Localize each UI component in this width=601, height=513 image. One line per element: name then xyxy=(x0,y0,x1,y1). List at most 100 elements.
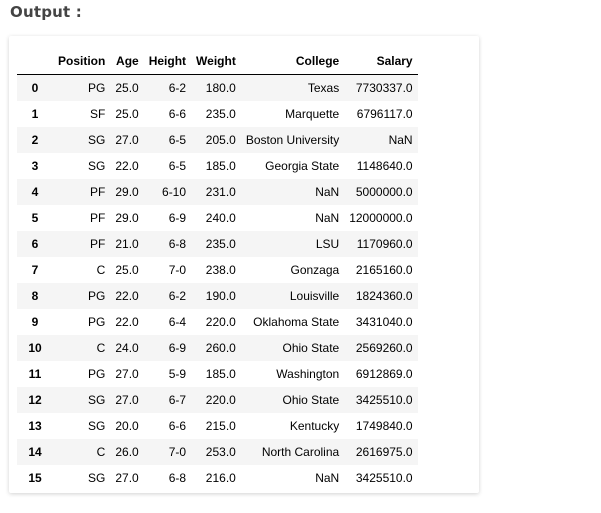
cell-position: PF xyxy=(90,211,106,225)
cell-salary: 1824360.0 xyxy=(355,289,413,303)
cell-weight: 185.0 xyxy=(205,159,236,173)
cell-position: PG xyxy=(88,289,106,303)
row-index-cell: 0 xyxy=(31,81,39,95)
cell-weight: 260.0 xyxy=(205,341,236,355)
cell-height: 6-5 xyxy=(168,159,187,173)
cell-salary: 5000000.0 xyxy=(355,185,413,199)
cell-salary: 2616975.0 xyxy=(355,445,413,459)
table-header: Position Age Height Weight College Salary xyxy=(17,48,418,75)
cell-position: PG xyxy=(88,81,106,95)
row-index-cell: 13 xyxy=(28,419,42,433)
table-row: 2 SG 27.0 6-5 205.0 Boston University NaN xyxy=(17,127,418,153)
cell-weight: 215.0 xyxy=(205,419,236,433)
cell-age: 27.0 xyxy=(115,471,139,485)
cell-position: C xyxy=(96,445,106,459)
cell-salary: 2165160.0 xyxy=(355,263,413,277)
cell-age: 29.0 xyxy=(115,185,139,199)
cell-college: Texas xyxy=(307,81,340,95)
cell-salary: 1749840.0 xyxy=(355,419,413,433)
cell-position: PG xyxy=(88,315,106,329)
row-index-cell: 5 xyxy=(31,211,39,225)
cell-salary: 2569260.0 xyxy=(355,341,413,355)
cell-age: 22.0 xyxy=(115,159,139,173)
cell-college: Kentucky xyxy=(289,419,340,433)
cell-salary: NaN xyxy=(388,133,413,147)
row-index-cell: 10 xyxy=(28,341,42,355)
row-index-cell: 1 xyxy=(31,107,39,121)
cell-height: 6-4 xyxy=(168,315,187,329)
header-row: Position Age Height Weight College Salary xyxy=(17,48,418,75)
cell-height: 5-9 xyxy=(168,367,187,381)
table-row: 3 SG 22.0 6-5 185.0 Georgia State 1148640.0 xyxy=(17,153,418,179)
column-header-height: Height xyxy=(143,48,192,75)
cell-position: SG xyxy=(88,133,106,147)
cell-salary: 6796117.0 xyxy=(356,107,413,121)
cell-height: 6-8 xyxy=(168,237,187,251)
cell-weight: 235.0 xyxy=(205,237,236,251)
cell-height: 7-0 xyxy=(168,263,187,277)
cell-age: 25.0 xyxy=(115,263,139,277)
cell-height: 6-9 xyxy=(168,341,187,355)
table-body: 0 PG 25.0 6-2 180.0 Texas 7730337.0 1 SF 25.0 6-6 2… xyxy=(17,74,418,492)
cell-height: 6-2 xyxy=(168,81,187,95)
table-row: 6 PF 21.0 6-8 235.0 LSU 1170960.0 xyxy=(17,231,418,257)
dataframe-table: Position Age Height Weight College Salary 0 PG… xyxy=(17,48,418,491)
cell-position: PF xyxy=(90,185,106,199)
cell-salary: 1170960.0 xyxy=(356,237,413,251)
column-header-age: Age xyxy=(110,48,144,75)
table-row: 1 SF 25.0 6-6 235.0 Marquette 6796117.0 xyxy=(17,101,418,127)
column-header-salary: Salary xyxy=(344,48,418,75)
cell-weight: 205.0 xyxy=(205,133,236,147)
table-row: 13 SG 20.0 6-6 215.0 Kentucky 1749840.0 xyxy=(17,413,418,439)
cell-age: 21.0 xyxy=(115,237,139,251)
cell-height: 6-8 xyxy=(168,471,187,485)
cell-salary: 3431040.0 xyxy=(355,315,413,329)
cell-salary: 1148640.0 xyxy=(356,159,413,173)
cell-height: 6-6 xyxy=(168,107,187,121)
cell-weight: 220.0 xyxy=(205,315,236,329)
cell-position: SG xyxy=(88,159,106,173)
cell-age: 22.0 xyxy=(115,289,139,303)
cell-position: PG xyxy=(88,367,106,381)
cell-college: Boston University xyxy=(245,133,340,147)
cell-college: North Carolina xyxy=(261,445,340,459)
cell-weight: 235.0 xyxy=(205,107,236,121)
cell-height: 6-2 xyxy=(168,289,187,303)
column-header-index xyxy=(17,48,53,75)
row-index-cell: 7 xyxy=(31,263,39,277)
table-row: 5 PF 29.0 6-9 240.0 NaN 12000000.0 xyxy=(17,205,418,231)
cell-age: 26.0 xyxy=(115,445,139,459)
cell-college: LSU xyxy=(315,237,340,251)
row-index-cell: 14 xyxy=(28,445,42,459)
row-index-cell: 12 xyxy=(28,393,42,407)
table-row: 12 SG 27.0 6-7 220.0 Ohio State 3425510.0 xyxy=(17,387,418,413)
cell-height: 7-0 xyxy=(168,445,187,459)
cell-salary: 7730337.0 xyxy=(355,81,413,95)
row-index-cell: 15 xyxy=(28,471,42,485)
table-row: 0 PG 25.0 6-2 180.0 Texas 7730337.0 xyxy=(17,74,418,101)
row-index-cell: 8 xyxy=(31,289,39,303)
row-index-cell: 6 xyxy=(31,237,39,251)
table-row: 7 C 25.0 7-0 238.0 Gonzaga 2165160.0 xyxy=(17,257,418,283)
cell-position: PF xyxy=(90,237,106,251)
cell-salary: 3425510.0 xyxy=(355,393,413,407)
cell-weight: 231.0 xyxy=(205,185,236,199)
cell-weight: 190.0 xyxy=(205,289,236,303)
cell-age: 25.0 xyxy=(115,81,139,95)
row-index-cell: 4 xyxy=(31,185,39,199)
cell-weight: 216.0 xyxy=(205,471,236,485)
dataframe-output-card: Position Age Height Weight College Salary 0 PG… xyxy=(9,36,479,493)
cell-age: 25.0 xyxy=(115,107,139,121)
cell-age: 27.0 xyxy=(115,393,139,407)
cell-age: 27.0 xyxy=(115,133,139,147)
row-index-cell: 9 xyxy=(31,315,39,329)
cell-height: 6-5 xyxy=(168,133,187,147)
cell-salary: 12000000.0 xyxy=(349,211,413,225)
cell-salary: 6912869.0 xyxy=(355,367,413,381)
cell-height: 6-6 xyxy=(168,419,187,433)
cell-age: 22.0 xyxy=(115,315,139,329)
cell-weight: 253.0 xyxy=(205,445,236,459)
output-heading: Output : xyxy=(10,3,83,21)
cell-position: SG xyxy=(88,419,106,433)
cell-college: Washington xyxy=(276,367,340,381)
